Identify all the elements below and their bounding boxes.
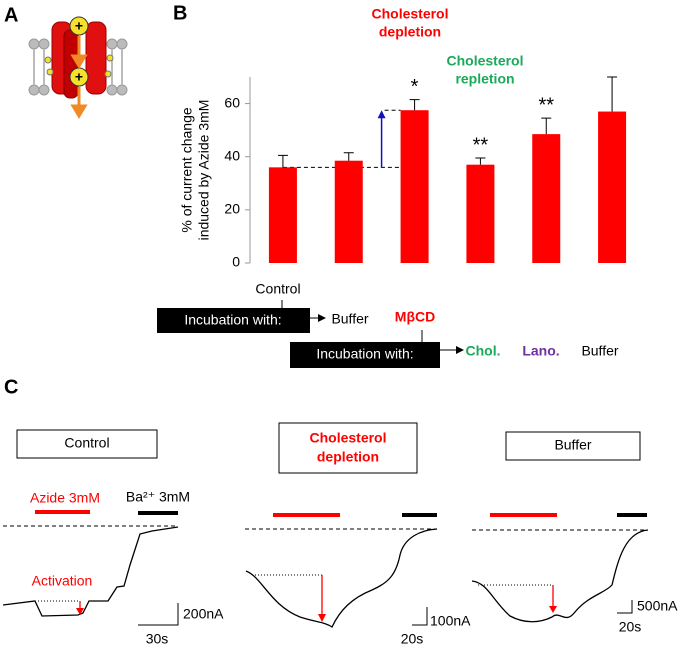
azide-label: Azide 3mM bbox=[30, 490, 100, 506]
incubation-label: Incubation with: bbox=[184, 312, 281, 328]
panel-label: A bbox=[4, 4, 18, 26]
incubation-label: Incubation with: bbox=[316, 346, 413, 362]
y-tick-label: 60 bbox=[224, 94, 240, 110]
scale-label: 200nA bbox=[183, 606, 224, 622]
y-tick-label: 0 bbox=[232, 254, 240, 270]
buffer-label: Buffer bbox=[331, 311, 368, 327]
scale-label: 20s bbox=[401, 631, 424, 647]
svg-text:+: + bbox=[75, 69, 83, 85]
scale-label: 30s bbox=[146, 631, 169, 647]
y-axis-label: % of current change bbox=[179, 107, 195, 233]
barium-label: Ba²⁺ 3mM bbox=[126, 489, 190, 505]
depletion-label: Cholesterol bbox=[371, 6, 448, 22]
scale-label: 100nA bbox=[430, 613, 471, 629]
bar bbox=[334, 160, 363, 263]
arrowhead bbox=[456, 346, 464, 354]
bar bbox=[466, 164, 495, 263]
arrowhead bbox=[318, 314, 326, 322]
scale-label: 20s bbox=[619, 619, 642, 635]
error-bar bbox=[541, 117, 552, 135]
condition-label: depletion bbox=[317, 449, 379, 465]
y-tick-label: 20 bbox=[224, 201, 240, 217]
condition-label: Cholesterol bbox=[309, 430, 386, 446]
significance: ** bbox=[538, 94, 554, 116]
repletion-label: Cholesterol bbox=[446, 53, 523, 69]
condition-label: Control bbox=[64, 435, 109, 451]
bar bbox=[532, 134, 561, 263]
mbcd-label: MβCD bbox=[395, 309, 435, 325]
error-bar bbox=[277, 154, 288, 168]
change-arrowhead bbox=[377, 110, 386, 119]
bar bbox=[268, 167, 297, 263]
chol-label: Chol. bbox=[466, 343, 501, 359]
scale-label: 500nA bbox=[637, 598, 678, 614]
error-bar bbox=[607, 76, 618, 112]
depletion-label: depletion bbox=[379, 24, 441, 40]
lano-label: Lano. bbox=[522, 343, 559, 359]
label-box bbox=[157, 308, 310, 333]
bar bbox=[598, 111, 627, 264]
bar bbox=[400, 110, 429, 263]
svg-text:+: + bbox=[75, 18, 83, 34]
y-axis-label: induced by Azide 3mM bbox=[196, 100, 212, 241]
control-label: Control bbox=[255, 281, 300, 297]
label-box bbox=[290, 342, 440, 368]
error-bar bbox=[475, 157, 486, 165]
condition-label: Buffer bbox=[554, 437, 591, 453]
arrow bbox=[421, 330, 456, 351]
condition-box bbox=[16, 429, 158, 459]
panel-label: B bbox=[173, 2, 187, 24]
significance: * bbox=[411, 76, 419, 98]
buffer-label: Buffer bbox=[581, 343, 618, 359]
panel-label: C bbox=[4, 376, 18, 398]
condition-box bbox=[278, 422, 418, 474]
significance: ** bbox=[473, 134, 489, 156]
channel-icon: + + bbox=[28, 16, 128, 119]
condition-box bbox=[505, 431, 641, 461]
error-bar bbox=[343, 152, 354, 161]
y-tick-label: 40 bbox=[224, 147, 240, 163]
traces bbox=[2, 510, 649, 628]
activation-label: Activation bbox=[32, 573, 93, 589]
repletion-label: repletion bbox=[455, 71, 514, 87]
error-bar bbox=[409, 99, 420, 111]
